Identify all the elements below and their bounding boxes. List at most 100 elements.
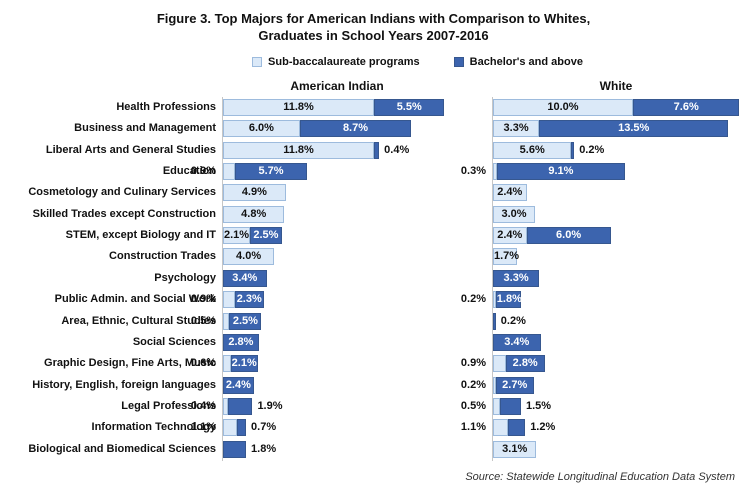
category-label: Biological and Biomedical Sciences (28, 442, 216, 455)
bachelors-bar: 6.0% (526, 227, 611, 245)
sub-baccalaureate-bar: 6.0% (223, 120, 300, 138)
value-label: 1.1% (460, 421, 486, 434)
bar-row: Health Professions 11.8% 5.5% 10.0% 7.6% (0, 97, 747, 118)
sub-baccalaureate-bar: 4.0% (223, 248, 275, 266)
value-label: 0.2% (460, 293, 486, 306)
bachelors-bar (237, 419, 247, 437)
value-label: 0.3% (460, 165, 486, 178)
legend-item-bachelors: Bachelor's and above (453, 56, 583, 68)
sub-baccalaureate-bar (493, 397, 500, 415)
chart-title-line1: Figure 3. Top Majors for American Indian… (156, 11, 591, 26)
sub-baccalaureate-bar: 10.0% (493, 99, 633, 116)
category-label: Public Admin. and Social Work (54, 293, 216, 306)
category-label: Psychology (154, 271, 216, 284)
sub-baccalaureate-bar: 11.8% (223, 99, 375, 116)
chart-plot-area: Health Professions 11.8% 5.5% 10.0% 7.6% Busi… (0, 97, 747, 463)
bachelors-swatch-icon (453, 57, 464, 67)
sub-baccalaureate-bar (223, 312, 230, 330)
sub-baccalaureate-bar: 2.4% (493, 184, 527, 202)
bachelors-bar: 5.7% (234, 163, 308, 181)
bachelors-bar: 2.4% (223, 376, 254, 394)
value-label: 0.9% (190, 293, 216, 306)
bar-row: Social Sciences 2.8% 3.4% (0, 332, 747, 353)
bar-row: Public Admin. and Social Work 0.9% 2.3% 0.2… (0, 289, 747, 310)
bachelors-bar: 3.4% (493, 333, 541, 351)
bachelors-bar: 2.1% (230, 355, 258, 373)
category-label: STEM, except Biology and IT (65, 229, 216, 242)
category-label: Business and Management (74, 122, 216, 135)
category-label: Health Professions (116, 101, 216, 113)
bachelors-bar: 2.5% (249, 227, 282, 245)
value-label: 0.2% (500, 314, 526, 327)
category-label: Construction Trades (109, 250, 216, 263)
bachelors-bar (374, 141, 380, 159)
value-label: 0.9% (190, 165, 216, 178)
sub-baccalaureate-bar (493, 163, 498, 181)
bachelors-bar (500, 397, 521, 415)
sub-baccalaureate-bar (223, 163, 235, 181)
sub-baccalaureate-bar (493, 355, 506, 373)
value-label: 0.9% (460, 357, 486, 370)
bachelors-bar (571, 141, 575, 159)
sub-baccalaureate-bar: 4.8% (223, 205, 285, 223)
legend-label: Bachelor's and above (469, 56, 583, 68)
bar-row: Information Technology 1.1% 0.7% 1.1% 1.2% (0, 417, 747, 438)
sub-baccalaureate-bar (223, 397, 229, 415)
bachelors-bar (508, 419, 526, 437)
category-label: Graphic Design, Fine Arts, Music (44, 357, 216, 370)
sub-baccalaureate-swatch-icon (252, 57, 263, 67)
bachelors-bar: 2.7% (495, 376, 534, 394)
bachelors-bar: 13.5% (539, 120, 729, 138)
bar-row: Biological and Biomedical Sciences 1.8% 3.… (0, 439, 747, 460)
bachelors-bar: 3.3% (493, 269, 540, 287)
sub-baccalaureate-bar: 2.4% (493, 227, 527, 245)
value-label: 0.4% (384, 143, 410, 156)
bachelors-bar (228, 397, 253, 415)
bar-row: Liberal Arts and General Studies 11.8% 0.4… (0, 140, 747, 161)
bachelors-bar: 8.7% (299, 120, 412, 138)
bar-row: Business and Management 6.0% 8.7% 3.3% 13.5% (0, 118, 747, 139)
bachelors-bar: 1.8% (495, 291, 522, 309)
category-label: Information Technology (91, 421, 216, 434)
bar-row: History, English, foreign languages 2.4% 0… (0, 375, 747, 396)
value-label: 0.2% (579, 143, 605, 156)
bachelors-bar (223, 440, 247, 458)
category-label: History, English, foreign languages (32, 378, 216, 391)
bar-row: Education 0.9% 5.7% 0.3% 9.1% (0, 161, 747, 182)
bachelors-bar (493, 312, 496, 330)
sub-baccalaureate-bar: 3.0% (493, 205, 535, 223)
bar-row: Skilled Trades except Construction 4.8% 3.… (0, 204, 747, 225)
category-label: Legal Professions (121, 399, 216, 412)
value-label: 0.4% (190, 399, 216, 412)
legend-label: Sub-baccalaureate programs (268, 56, 420, 68)
category-label: Social Sciences (132, 335, 216, 348)
value-label: 1.1% (190, 421, 216, 434)
value-label: 0.5% (460, 399, 486, 412)
category-label: Cosmetology and Culinary Services (28, 186, 216, 199)
value-label: 1.5% (526, 399, 552, 412)
sub-baccalaureate-bar (223, 419, 238, 437)
bachelors-bar: 2.8% (223, 333, 259, 351)
sub-baccalaureate-bar: 5.6% (493, 141, 572, 159)
value-label: 1.2% (530, 421, 556, 434)
bachelors-bar: 7.6% (633, 99, 740, 116)
sub-baccalaureate-bar: 4.9% (223, 184, 286, 202)
value-label: 1.9% (257, 399, 283, 412)
category-label: Skilled Trades except Construction (32, 207, 216, 220)
value-label: 1.8% (251, 442, 277, 455)
sub-baccalaureate-bar (493, 376, 496, 394)
sub-baccalaureate-bar (223, 355, 231, 373)
legend-item-sub-baccalaureate: Sub-baccalaureate programs (252, 56, 420, 68)
chart-title: Figure 3. Top Majors for American Indian… (0, 10, 747, 44)
bar-row: Cosmetology and Culinary Services 4.9% 2.4… (0, 182, 747, 203)
sub-baccalaureate-bar: 3.3% (493, 120, 540, 138)
bar-row: Graphic Design, Fine Arts, Music 0.6% 2.1%… (0, 353, 747, 374)
bar-row: Legal Professions 0.4% 1.9% 0.5% 1.5% (0, 396, 747, 417)
value-label: 0.5% (190, 314, 216, 327)
bachelors-bar: 2.3% (234, 291, 264, 309)
sub-baccalaureate-bar (223, 291, 235, 309)
y-axis-line (492, 97, 493, 461)
value-label: 0.7% (251, 421, 277, 434)
bachelors-bar: 5.5% (374, 99, 445, 116)
